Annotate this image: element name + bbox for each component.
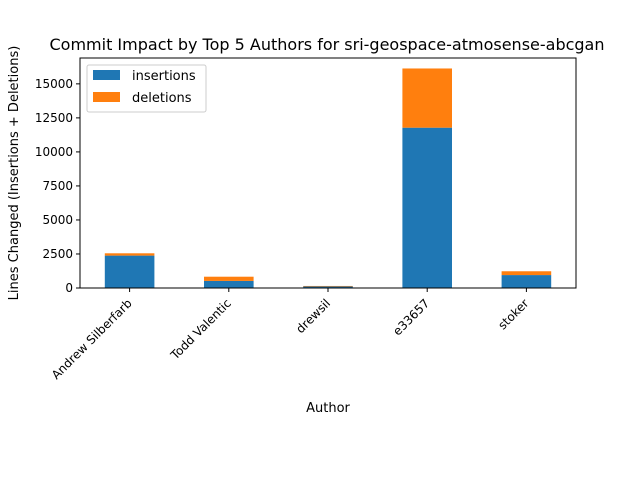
y-tick-label: 12500 [35, 111, 73, 125]
bar-insertions-1 [204, 280, 254, 288]
y-axis: 0 2500 5000 7500 10000 12500 15000 [35, 77, 80, 295]
x-tick-label: drewsil [293, 296, 333, 336]
y-tick-label: 10000 [35, 145, 73, 159]
bar-insertions-0 [104, 255, 155, 288]
y-tick-label: 2500 [42, 247, 73, 261]
bar-deletions-4 [501, 271, 552, 276]
y-tick-label: 5000 [42, 213, 73, 227]
y-tick-label: 0 [65, 281, 73, 295]
x-tick-label: e33657 [390, 296, 432, 338]
bar-insertions-3 [402, 127, 452, 288]
x-tick-label: Todd Valentic [167, 296, 234, 363]
bars-group [104, 68, 552, 288]
bar-insertions-2 [303, 286, 353, 288]
legend-label-insertions: insertions [132, 69, 196, 84]
legend-swatch-insertions [93, 70, 120, 80]
legend-label-deletions: deletions [132, 91, 192, 106]
chart-title: Commit Impact by Top 5 Authors for sri-g… [49, 35, 604, 54]
legend: insertions deletions [86, 64, 207, 113]
bar-deletions-0 [104, 253, 155, 256]
x-axis: Andrew Silberfarb Todd Valentic drewsil e33… [49, 288, 532, 382]
legend-swatch-deletions [93, 92, 120, 102]
bar-insertions-4 [501, 275, 552, 288]
bar-deletions-1 [204, 276, 254, 281]
bar-deletions-3 [402, 68, 452, 128]
y-axis-label: Lines Changed (Insertions + Deletions) [7, 46, 22, 301]
x-tick-label: stoker [495, 296, 531, 332]
bar-deletions-2 [303, 285, 353, 287]
x-axis-label: Author [306, 401, 350, 416]
x-tick-label: Andrew Silberfarb [49, 296, 135, 382]
y-tick-label: 7500 [42, 179, 73, 193]
y-tick-label: 15000 [35, 77, 73, 91]
